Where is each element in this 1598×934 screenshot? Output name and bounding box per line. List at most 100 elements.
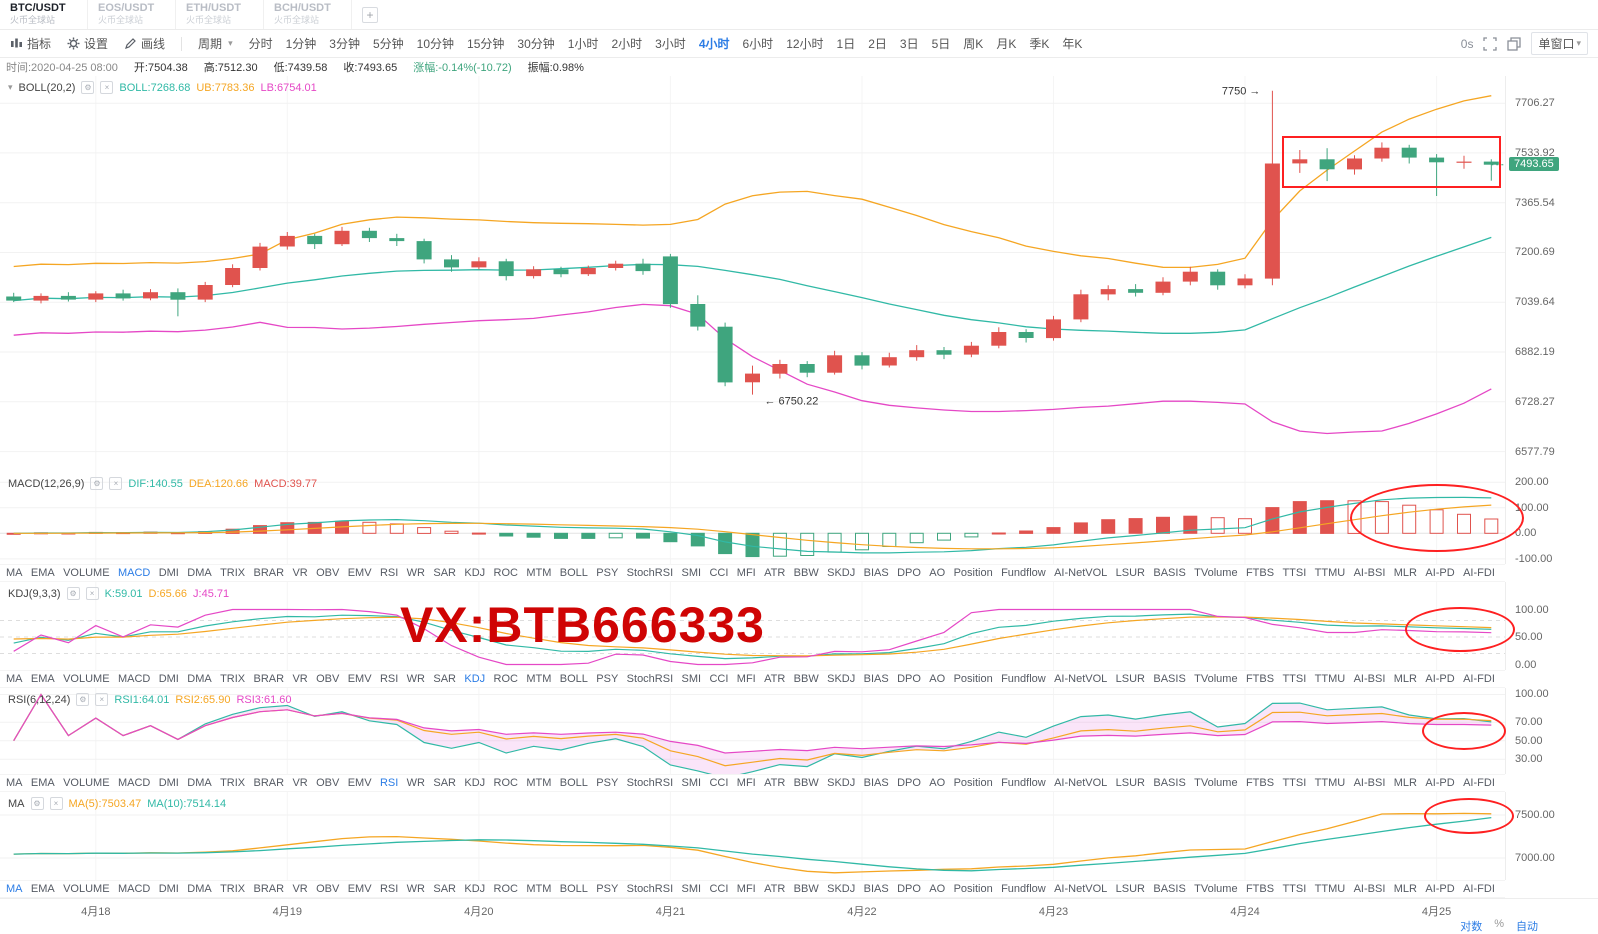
indicator-tab-ao[interactable]: AO: [929, 567, 946, 579]
indicator-tab-dma[interactable]: DMA: [187, 673, 212, 685]
timeframe-2日[interactable]: 2日: [868, 37, 887, 51]
indicator-tab-mlr[interactable]: MLR: [1393, 777, 1417, 789]
indicator-tab-roc[interactable]: ROC: [493, 777, 518, 789]
indicator-tab-smi[interactable]: SMI: [681, 567, 702, 579]
indicator-settings-icon[interactable]: ⚙: [76, 693, 90, 706]
timeframe-年K[interactable]: 年K: [1062, 37, 1083, 51]
rsi-chart[interactable]: [0, 688, 1505, 774]
indicator-tab-mfi[interactable]: MFI: [736, 883, 756, 895]
indicator-tab-ai-pd[interactable]: AI-PD: [1425, 567, 1455, 579]
indicator-tab-ai-bsi[interactable]: AI-BSI: [1353, 673, 1386, 685]
indicator-name[interactable]: KDJ(9,3,3): [8, 587, 61, 600]
indicator-tab-emv[interactable]: EMV: [347, 883, 372, 895]
indicator-settings-icon[interactable]: ⚙: [30, 797, 44, 810]
add-symbol-button[interactable]: +: [362, 7, 378, 23]
indicator-tab-ttmu[interactable]: TTMU: [1314, 883, 1346, 895]
window-mode-dropdown[interactable]: 单窗口 ▾: [1531, 32, 1588, 55]
indicator-tab-atr[interactable]: ATR: [764, 673, 786, 685]
indicator-tab-dma[interactable]: DMA: [187, 883, 212, 895]
indicator-tab-cci[interactable]: CCI: [709, 567, 729, 579]
indicator-tab-ai-netvol[interactable]: AI-NetVOL: [1054, 777, 1108, 789]
indicator-tab-skdj[interactable]: SKDJ: [827, 673, 856, 685]
indicator-tab-dpo[interactable]: DPO: [897, 567, 921, 579]
indicator-tab-dmi[interactable]: DMI: [158, 883, 179, 895]
indicator-tab-kdj[interactable]: KDJ: [464, 567, 486, 579]
timeframe-1分钟[interactable]: 1分钟: [285, 37, 317, 51]
indicator-tab-obv[interactable]: OBV: [316, 777, 340, 789]
indicator-tab-mtm[interactable]: MTM: [526, 883, 552, 895]
indicator-tab-ao[interactable]: AO: [929, 883, 946, 895]
indicator-settings-icon[interactable]: ⚙: [66, 587, 80, 600]
timeframe-3日[interactable]: 3日: [899, 37, 919, 51]
timeframe-2小时[interactable]: 2小时: [611, 37, 643, 51]
indicator-tab-basis[interactable]: BASIS: [1153, 673, 1186, 685]
indicator-tab-lsur[interactable]: LSUR: [1115, 777, 1145, 789]
indicator-tab-volume[interactable]: VOLUME: [63, 883, 110, 895]
indicator-close-icon[interactable]: ×: [95, 693, 109, 706]
indicator-tab-basis[interactable]: BASIS: [1153, 777, 1186, 789]
indicator-tab-tvolume[interactable]: TVolume: [1194, 673, 1238, 685]
indicator-name[interactable]: MACD(12,26,9): [8, 477, 85, 490]
date-axis[interactable]: 4月18 4月19 4月20 4月21 4月22 4月23 4月24 4月25: [0, 898, 1598, 920]
indicator-name[interactable]: MA: [8, 797, 25, 810]
indicator-tab-smi[interactable]: SMI: [681, 673, 702, 685]
indicator-settings-icon[interactable]: ⚙: [81, 81, 95, 94]
indicator-tab-psy[interactable]: PSY: [596, 777, 619, 789]
indicator-tab-volume[interactable]: VOLUME: [63, 673, 110, 685]
timeframe-3分钟[interactable]: 3分钟: [329, 37, 360, 51]
indicator-tab-mlr[interactable]: MLR: [1393, 883, 1417, 895]
timeframe-1小时[interactable]: 1小时: [567, 37, 599, 51]
indicator-tab-vr[interactable]: VR: [292, 673, 308, 685]
indicator-tab-tvolume[interactable]: TVolume: [1194, 567, 1238, 579]
indicator-tab-ai-netvol[interactable]: AI-NetVOL: [1054, 883, 1108, 895]
indicator-tab-ma[interactable]: MA: [6, 777, 23, 789]
indicator-tab-macd[interactable]: MACD: [117, 567, 151, 579]
ma-panel[interactable]: 7500.00 7000.00 MA ⚙ × MA(5):7503.47 MA(10):7…: [0, 792, 1598, 880]
indicator-tab-psy[interactable]: PSY: [596, 883, 619, 895]
indicator-tab-obv[interactable]: OBV: [316, 883, 340, 895]
timeframe-月K[interactable]: 月K: [996, 37, 1017, 51]
indicator-tab-ai-pd[interactable]: AI-PD: [1425, 883, 1455, 895]
indicator-tab-ttmu[interactable]: TTMU: [1314, 777, 1346, 789]
indicator-tab-basis[interactable]: BASIS: [1153, 883, 1186, 895]
indicator-tab-wr[interactable]: WR: [406, 777, 425, 789]
indicator-name[interactable]: RSI(6,12,24): [8, 693, 71, 706]
indicator-tab-ema[interactable]: EMA: [30, 567, 55, 579]
indicator-tab-emv[interactable]: EMV: [347, 673, 372, 685]
indicator-tab-ai-fdi[interactable]: AI-FDI: [1463, 883, 1495, 895]
indicator-tab-mtm[interactable]: MTM: [526, 567, 552, 579]
indicator-tab-stochrsi[interactable]: StochRSI: [626, 777, 674, 789]
indicator-tab-ema[interactable]: EMA: [30, 673, 55, 685]
log-scale-toggle[interactable]: 对数: [1460, 921, 1483, 933]
indicator-tab-ma[interactable]: MA: [6, 673, 23, 685]
indicator-tab-vr[interactable]: VR: [292, 777, 308, 789]
indicator-tab-trix[interactable]: TRIX: [220, 673, 246, 685]
indicator-tab-ttsi[interactable]: TTSI: [1282, 673, 1307, 685]
indicator-tab-wr[interactable]: WR: [406, 673, 425, 685]
popout-window-icon[interactable]: [1507, 36, 1522, 51]
ma-chart[interactable]: [0, 792, 1505, 880]
indicator-tab-smi[interactable]: SMI: [681, 777, 702, 789]
indicator-tab-ai-bsi[interactable]: AI-BSI: [1353, 883, 1386, 895]
indicator-tab-psy[interactable]: PSY: [596, 567, 619, 579]
indicator-tab-ai-netvol[interactable]: AI-NetVOL: [1054, 567, 1108, 579]
indicator-tab-psy[interactable]: PSY: [596, 673, 619, 685]
settings-button[interactable]: 设置: [67, 35, 108, 52]
indicator-tab-mfi[interactable]: MFI: [736, 673, 756, 685]
indicator-tab-ai-pd[interactable]: AI-PD: [1425, 777, 1455, 789]
indicator-tab-position[interactable]: Position: [953, 883, 993, 895]
indicator-tab-roc[interactable]: ROC: [493, 883, 518, 895]
indicator-tab-trix[interactable]: TRIX: [220, 883, 246, 895]
indicator-tab-dmi[interactable]: DMI: [158, 673, 179, 685]
indicator-tab-ftbs[interactable]: FTBS: [1245, 883, 1275, 895]
indicator-tab-lsur[interactable]: LSUR: [1115, 673, 1145, 685]
indicator-tab-mlr[interactable]: MLR: [1393, 673, 1417, 685]
kdj-panel[interactable]: 100.00 50.00 0.00 KDJ(9,3,3) ⚙ × K:59.01 D:65.…: [0, 582, 1598, 671]
indicator-tab-emv[interactable]: EMV: [347, 777, 372, 789]
indicator-tab-rsi[interactable]: RSI: [379, 673, 399, 685]
indicator-tab-skdj[interactable]: SKDJ: [827, 883, 856, 895]
timeframe-10分钟[interactable]: 10分钟: [416, 37, 455, 51]
indicator-tab-bbw[interactable]: BBW: [793, 673, 819, 685]
indicator-tab-rsi[interactable]: RSI: [379, 883, 399, 895]
indicator-name[interactable]: BOLL(20,2): [18, 81, 76, 94]
